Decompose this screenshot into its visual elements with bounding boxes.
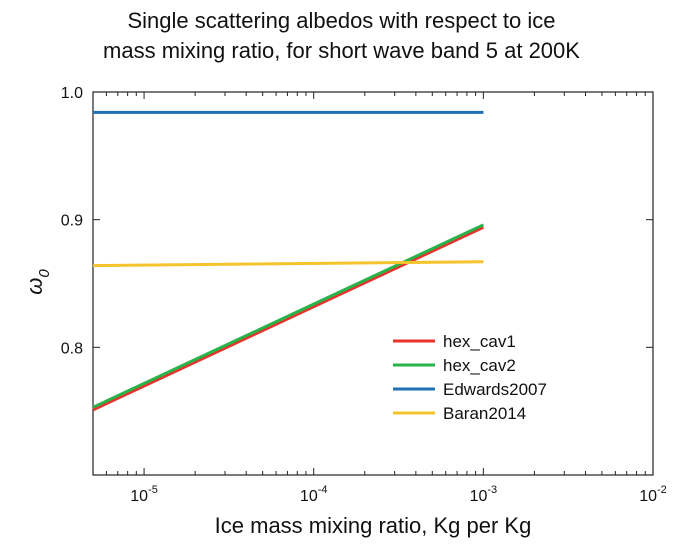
y-axis-label: ω0	[22, 269, 53, 295]
x-tick-label-exponent: -3	[487, 484, 497, 496]
legend-label-hex_cav2: hex_cav2	[443, 356, 516, 375]
legend-label-edwards2007: Edwards2007	[443, 380, 547, 399]
y-axis-ticks: 0.8 0.9 1.0	[61, 85, 653, 357]
x-tick-label: 10-5	[130, 484, 158, 505]
series-lines	[92, 110, 485, 412]
legend-label-baran2014: Baran2014	[443, 404, 526, 423]
series-line-hex_cav1	[92, 225, 485, 412]
chart-title-line-2: mass mixing ratio, for short wave band 5…	[103, 38, 580, 63]
x-tick-label-base: 10	[300, 488, 318, 505]
y-tick-label: 0.9	[61, 213, 83, 230]
x-tick-label: 10-4	[300, 484, 328, 505]
y-tick-label: 0.8	[61, 340, 83, 357]
series-line-hex_cav2	[92, 223, 485, 409]
y-axis-label-subscript: 0	[36, 269, 53, 278]
chart-title-line-1: Single scattering albedos with respect t…	[127, 8, 556, 33]
x-axis-label: Ice mass mixing ratio, Kg per Kg	[215, 513, 532, 538]
series-line-baran2014	[92, 260, 484, 268]
x-tick-label-base: 10	[130, 488, 148, 505]
x-tick-label-exponent: -5	[148, 484, 158, 496]
x-tick-label-exponent: -2	[657, 484, 667, 496]
x-tick-label: 10-2	[639, 484, 667, 505]
x-tick-label-base: 10	[639, 488, 657, 505]
x-tick-label-exponent: -4	[318, 484, 328, 496]
legend-label-hex_cav1: hex_cav1	[443, 332, 516, 351]
chart-title: Single scattering albedos with respect t…	[0, 6, 683, 66]
plot-frame	[92, 91, 654, 476]
x-axis-ticks: 10-5 10-4 10-3 10-2	[105, 92, 667, 505]
legend: hex_cav1 hex_cav2 Edwards2007 Baran2014	[393, 332, 547, 423]
y-axis-label-symbol: ω	[22, 278, 47, 295]
y-tick-label: 1.0	[61, 85, 83, 102]
x-tick-label: 10-3	[470, 484, 498, 505]
x-tick-label-base: 10	[470, 488, 488, 505]
